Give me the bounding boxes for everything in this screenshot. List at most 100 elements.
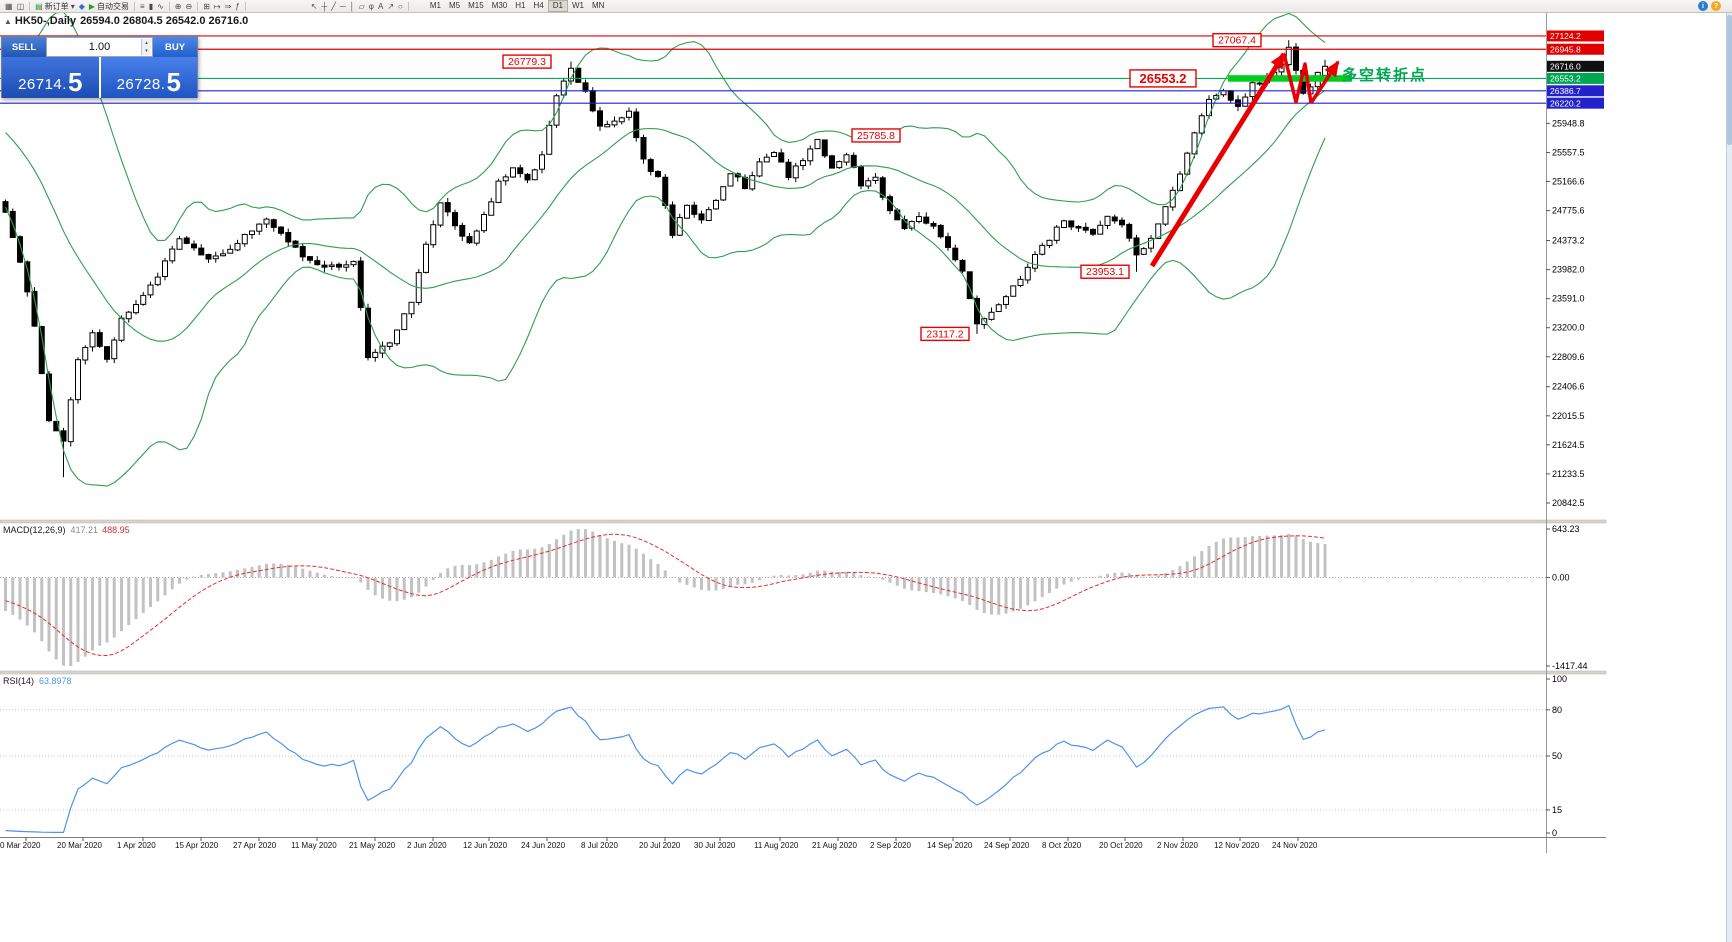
svg-text:26716.0: 26716.0: [1550, 62, 1581, 72]
volume-up-button[interactable]: ▴: [142, 39, 151, 47]
price-label-25785.8[interactable]: [851, 128, 901, 143]
crosshair-icon[interactable]: ┼: [321, 1, 328, 11]
svg-text:25785.8: 25785.8: [857, 130, 895, 142]
horizontal-line-icon[interactable]: ─: [339, 1, 346, 11]
svg-text:11 Aug 2020: 11 Aug 2020: [754, 841, 799, 850]
svg-text:2 Sep 2020: 2 Sep 2020: [870, 841, 911, 850]
svg-text:23200.0: 23200.0: [1552, 323, 1585, 333]
svg-text:12 Nov 2020: 12 Nov 2020: [1214, 841, 1260, 850]
svg-text:21233.5: 21233.5: [1552, 469, 1585, 479]
svg-text:21 May 2020: 21 May 2020: [349, 841, 396, 850]
auto-scroll-icon[interactable]: ↦: [213, 1, 221, 11]
bollinger-bands: [4, 13, 1326, 487]
text-label-icon[interactable]: A: [377, 1, 384, 11]
info-circle-icon[interactable]: i: [1698, 1, 1708, 11]
channel-icon[interactable]: ▱: [358, 1, 365, 11]
zoom-out-icon[interactable]: ⊖: [185, 1, 193, 11]
svg-text:643.23: 643.23: [1552, 524, 1580, 534]
scrollbar-thumb[interactable]: [1727, 15, 1732, 145]
svg-text:15 Apr 2020: 15 Apr 2020: [175, 841, 219, 850]
time-axis[interactable]: 0 Mar 2020 20 Mar 2020 1 Apr 2020 15 Apr 20…: [0, 837, 1318, 850]
mql5-community-icon[interactable]: ◆: [78, 1, 85, 11]
svg-text:8 Oct 2020: 8 Oct 2020: [1042, 841, 1082, 850]
sell-price-button[interactable]: 26714. 5: [2, 57, 99, 98]
svg-text:80: 80: [1552, 705, 1562, 715]
bar-chart-icon[interactable]: ≡: [140, 1, 145, 11]
svg-text:23117.2: 23117.2: [926, 328, 963, 340]
timeframe-m15-button[interactable]: M15: [468, 1, 484, 10]
svg-text:25948.8: 25948.8: [1552, 118, 1585, 128]
svg-text:24 Sep 2020: 24 Sep 2020: [984, 841, 1030, 850]
profile-windows-icon[interactable]: ◫: [16, 1, 25, 11]
panel-collapse-icon[interactable]: ▲: [4, 17, 12, 26]
timeframe-m30-button[interactable]: M30: [491, 1, 508, 10]
line-chart-icon[interactable]: ∿: [157, 1, 164, 11]
timeframe-toolbar: M1 M5 M15 M30 H1 H4 D1 W1 MN: [426, 0, 609, 12]
trend-arrow[interactable]: [1149, 52, 1287, 268]
trendline-icon[interactable]: ╱: [331, 1, 336, 11]
price-label-23117.2[interactable]: [920, 326, 970, 342]
sell-price-pips: 5: [67, 67, 83, 97]
volume-spinner: ▴ ▾: [141, 39, 151, 55]
svg-text:26553.2: 26553.2: [1550, 74, 1581, 84]
sell-label[interactable]: SELL: [2, 37, 46, 57]
macd-pane: 643.23 0.00 -1417.44: [0, 524, 1588, 671]
svg-text:0.00: 0.00: [1552, 573, 1570, 583]
bounce-arrow[interactable]: [1309, 60, 1340, 104]
svg-text:1 Apr 2020: 1 Apr 2020: [117, 841, 156, 850]
rsi-pane: 100 80 50 15 0: [0, 674, 1567, 838]
timeframe-w1-button[interactable]: W1: [571, 1, 584, 10]
svg-text:22406.6: 22406.6: [1552, 382, 1585, 392]
shapes-icon[interactable]: ○: [398, 1, 403, 11]
zoom-in-icon[interactable]: ⊕: [174, 1, 182, 11]
volume-input[interactable]: [62, 41, 137, 53]
candlestick-chart-icon[interactable]: ▮: [148, 1, 154, 11]
price-callouts[interactable]: 26779.3 27067.4 26553.2 25785.8 23953.1 23117…: [502, 32, 1262, 342]
svg-text:26220.2: 26220.2: [1550, 98, 1581, 108]
turning-point-annotation[interactable]: 多空转折点: [1342, 67, 1428, 84]
autotrade-button[interactable]: ▶ 自动交易: [88, 1, 130, 11]
chart-shift-icon[interactable]: ⇒: [224, 1, 232, 11]
arrow-object-icon[interactable]: ↗: [387, 1, 395, 11]
svg-text:15: 15: [1552, 805, 1562, 815]
svg-text:12 Jun 2020: 12 Jun 2020: [463, 841, 508, 850]
price-label-27067.4[interactable]: [1212, 32, 1262, 48]
svg-text:23953.1: 23953.1: [1086, 266, 1124, 278]
one-click-trading-panel: SELL ▴ ▾ BUY 26714.5 26728.5: [1, 36, 198, 98]
svg-text:14 Sep 2020: 14 Sep 2020: [927, 841, 973, 850]
timeframe-h1-button[interactable]: H1: [515, 1, 526, 10]
timeframe-h4-button[interactable]: H4: [533, 1, 544, 10]
vertical-line-icon[interactable]: │: [349, 1, 355, 11]
timeframe-mn-button[interactable]: MN: [591, 1, 605, 10]
fibonacci-icon[interactable]: φ: [368, 1, 374, 11]
vertical-scrollbar[interactable]: [1726, 13, 1732, 942]
pullback-squiggle[interactable]: [1282, 53, 1313, 104]
macd-indicator-label: MACD(12,26,9) 417.21 488.95: [3, 525, 130, 535]
tile-windows-icon[interactable]: ⊞: [203, 1, 210, 11]
timeframe-m5-button[interactable]: M5: [449, 1, 461, 10]
timeframe-m1-button[interactable]: M1: [429, 1, 441, 10]
cursor-icon[interactable]: ↖: [310, 1, 318, 11]
pane-separator[interactable]: [0, 670, 1607, 675]
price-label-26553.2[interactable]: [1129, 69, 1197, 88]
timeframe-d1-button[interactable]: D1: [547, 0, 568, 12]
price-label-23953.1[interactable]: [1080, 264, 1130, 279]
svg-text:26779.3: 26779.3: [508, 56, 546, 68]
new-order-button[interactable]: ▤ 新订单 ▾: [35, 1, 75, 11]
indicators-icon[interactable]: ƒ: [235, 1, 240, 11]
buy-label[interactable]: BUY: [153, 37, 197, 57]
help-circle-icon[interactable]: ?: [1711, 1, 1721, 11]
buy-price-button[interactable]: 26728. 5: [100, 57, 197, 98]
toolbar-separator: [29, 1, 31, 11]
price-axis[interactable]: 25948.8 25557.5 25166.6 24775.6 24373.2 23982…: [1546, 30, 1604, 508]
svg-text:24 Nov 2020: 24 Nov 2020: [1272, 841, 1318, 850]
pane-separator[interactable]: [0, 519, 1607, 524]
new-chart-icon[interactable]: ▦: [5, 1, 13, 11]
svg-text:2 Jun 2020: 2 Jun 2020: [407, 841, 447, 850]
toolbar-separator: [168, 1, 170, 11]
volume-down-button[interactable]: ▾: [142, 47, 151, 55]
rsi-indicator-label: RSI(14) 63.8978: [3, 676, 72, 686]
price-label-26779.3[interactable]: [502, 54, 552, 69]
